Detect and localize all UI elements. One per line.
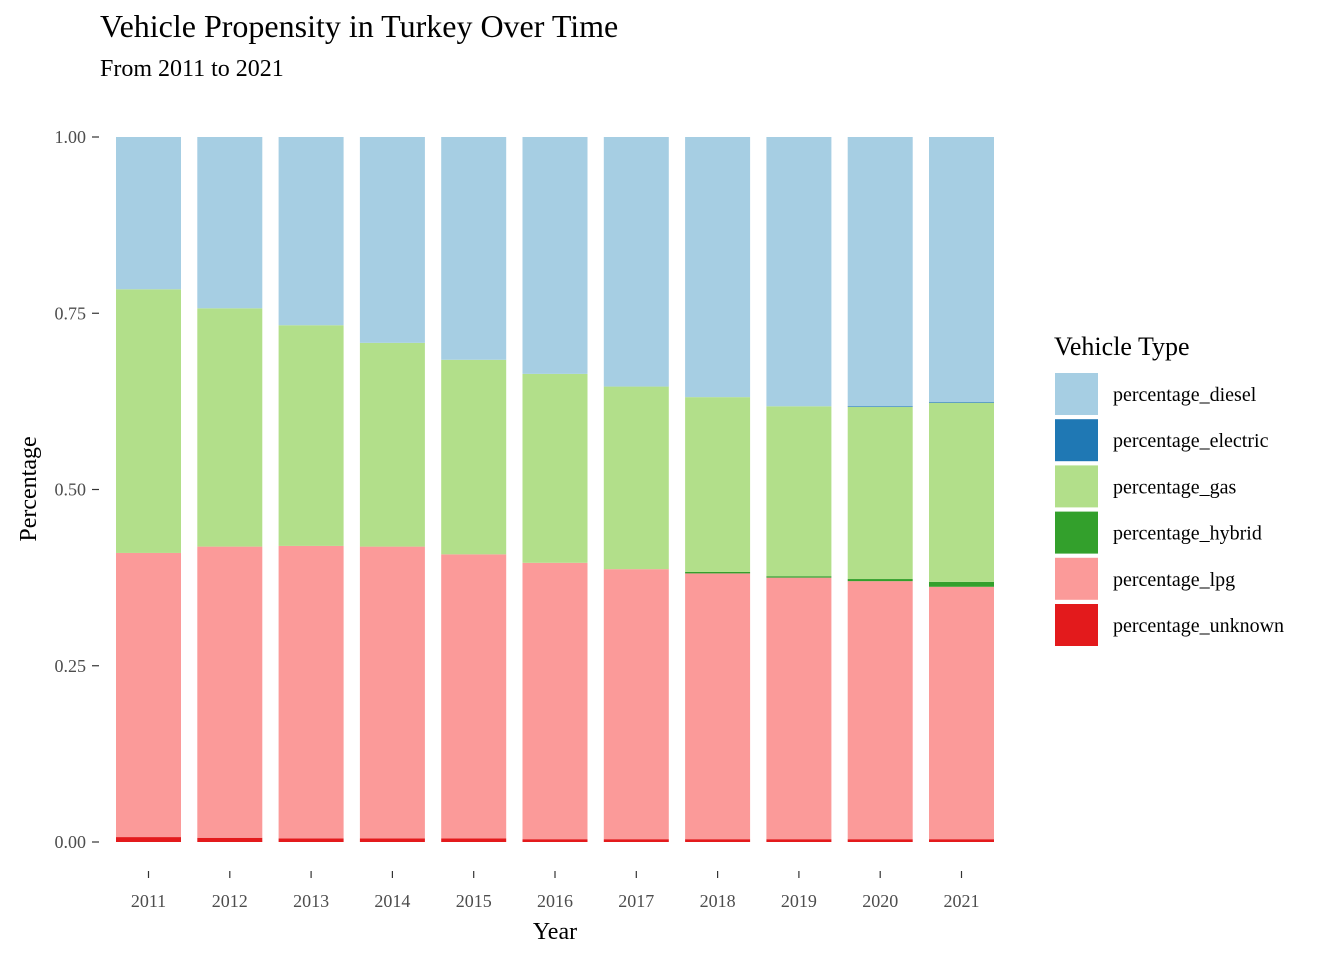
bar-percentage-lpg-2021 xyxy=(929,586,994,840)
x-tick-label: 2012 xyxy=(212,891,248,911)
legend-label-percentage-unknown: percentage_unknown xyxy=(1113,615,1284,637)
bar-percentage-lpg-2020 xyxy=(847,581,913,840)
bar-percentage-gas-2019 xyxy=(766,406,832,577)
y-tick-label: 0.75 xyxy=(55,303,87,323)
chart-title: Vehicle Propensity in Turkey Over Time xyxy=(100,8,619,44)
bar-percentage-gas-2020 xyxy=(847,407,913,580)
bar-percentage-electric-2020 xyxy=(847,406,913,408)
y-tick-label: 0.00 xyxy=(55,832,87,852)
legend: Vehicle Type percentage_diesel percentage… xyxy=(1054,332,1284,646)
bar-percentage-diesel-2021 xyxy=(929,137,994,403)
bar-percentage-unknown-2021 xyxy=(929,839,994,842)
legend-key-percentage-gas xyxy=(1055,465,1098,508)
x-tick-label: 2021 xyxy=(944,891,980,911)
x-axis: 2011 2012 2013 2014 2015 2016 2017 2018 2019 2020… xyxy=(131,871,980,911)
bar-percentage-diesel-2018 xyxy=(685,137,751,398)
bar-percentage-gas-2018 xyxy=(685,397,751,572)
bar-percentage-hybrid-2019 xyxy=(766,576,832,578)
bar-percentage-lpg-2015 xyxy=(441,554,507,839)
bar-percentage-hybrid-2018 xyxy=(685,571,751,574)
x-tick-label: 2016 xyxy=(537,891,573,911)
y-tick-label: 0.25 xyxy=(55,656,87,676)
legend-label-percentage-lpg: percentage_lpg xyxy=(1113,569,1235,591)
bar-percentage-unknown-2013 xyxy=(278,838,344,842)
bar-percentage-unknown-2012 xyxy=(197,837,263,842)
bar-percentage-unknown-2020 xyxy=(847,839,913,842)
bar-percentage-gas-2017 xyxy=(603,386,669,570)
y-tick-label: 1.00 xyxy=(55,127,87,147)
x-tick-label: 2015 xyxy=(456,891,492,911)
bar-percentage-unknown-2019 xyxy=(766,839,832,842)
bar-percentage-unknown-2015 xyxy=(441,838,507,842)
bar-percentage-gas-2011 xyxy=(116,289,181,553)
bar-percentage-unknown-2016 xyxy=(522,839,588,842)
bar-percentage-diesel-2012 xyxy=(197,137,263,309)
bar-percentage-gas-2012 xyxy=(197,308,263,547)
x-tick-label: 2017 xyxy=(618,891,654,911)
bar-percentage-unknown-2011 xyxy=(116,837,181,842)
bar-percentage-lpg-2017 xyxy=(603,569,669,840)
bar-percentage-diesel-2013 xyxy=(278,137,344,326)
bar-percentage-unknown-2018 xyxy=(685,839,751,842)
bar-percentage-electric-2021 xyxy=(929,402,994,403)
bar-percentage-diesel-2019 xyxy=(766,137,832,407)
x-tick-label: 2013 xyxy=(293,891,329,911)
bar-percentage-lpg-2013 xyxy=(278,545,344,839)
legend-title: Vehicle Type xyxy=(1054,332,1190,361)
y-axis-title: Percentage xyxy=(16,436,42,541)
legend-key-percentage-diesel xyxy=(1055,373,1098,415)
bar-percentage-gas-2014 xyxy=(359,342,425,547)
bar-percentage-lpg-2019 xyxy=(766,577,832,840)
y-axis: 0.00 0.25 0.50 0.75 1.00 xyxy=(55,127,99,852)
legend-key-percentage-unknown xyxy=(1055,604,1098,646)
x-tick-label: 2018 xyxy=(700,891,736,911)
bar-percentage-gas-2013 xyxy=(278,325,344,546)
chart-subtitle: From 2011 to 2021 xyxy=(100,56,284,82)
bar-percentage-gas-2015 xyxy=(441,359,507,555)
bar-percentage-diesel-2016 xyxy=(522,137,588,374)
bar-percentage-diesel-2011 xyxy=(116,137,181,290)
bar-percentage-lpg-2012 xyxy=(197,546,263,838)
x-tick-label: 2011 xyxy=(131,891,166,911)
bar-percentage-gas-2021 xyxy=(929,402,994,582)
legend-label-percentage-hybrid: percentage_hybrid xyxy=(1113,523,1262,545)
legend-label-percentage-electric: percentage_electric xyxy=(1113,430,1269,452)
bar-percentage-lpg-2016 xyxy=(522,562,588,840)
bars-layer xyxy=(116,137,994,842)
bar-percentage-diesel-2015 xyxy=(441,137,507,360)
bar-percentage-diesel-2020 xyxy=(847,137,913,407)
bar-percentage-unknown-2017 xyxy=(603,839,669,842)
x-axis-title: Year xyxy=(533,919,577,945)
bar-percentage-lpg-2018 xyxy=(685,573,751,840)
x-tick-label: 2020 xyxy=(862,891,898,911)
bar-percentage-diesel-2017 xyxy=(603,137,669,387)
x-tick-label: 2019 xyxy=(781,891,817,911)
legend-key-percentage-electric xyxy=(1055,419,1098,462)
bar-percentage-gas-2016 xyxy=(522,373,588,563)
bar-percentage-unknown-2014 xyxy=(359,838,425,842)
legend-label-percentage-diesel: percentage_diesel xyxy=(1113,384,1257,406)
legend-label-percentage-gas: percentage_gas xyxy=(1113,476,1236,498)
bar-percentage-hybrid-2020 xyxy=(847,579,913,582)
legend-key-percentage-lpg xyxy=(1055,557,1098,600)
bar-percentage-diesel-2014 xyxy=(359,137,425,343)
y-tick-label: 0.50 xyxy=(55,480,87,500)
bar-percentage-hybrid-2021 xyxy=(929,581,994,587)
legend-key-percentage-hybrid xyxy=(1055,511,1098,554)
bar-percentage-lpg-2014 xyxy=(359,546,425,839)
bar-percentage-lpg-2011 xyxy=(116,552,181,838)
x-tick-label: 2014 xyxy=(374,891,410,911)
